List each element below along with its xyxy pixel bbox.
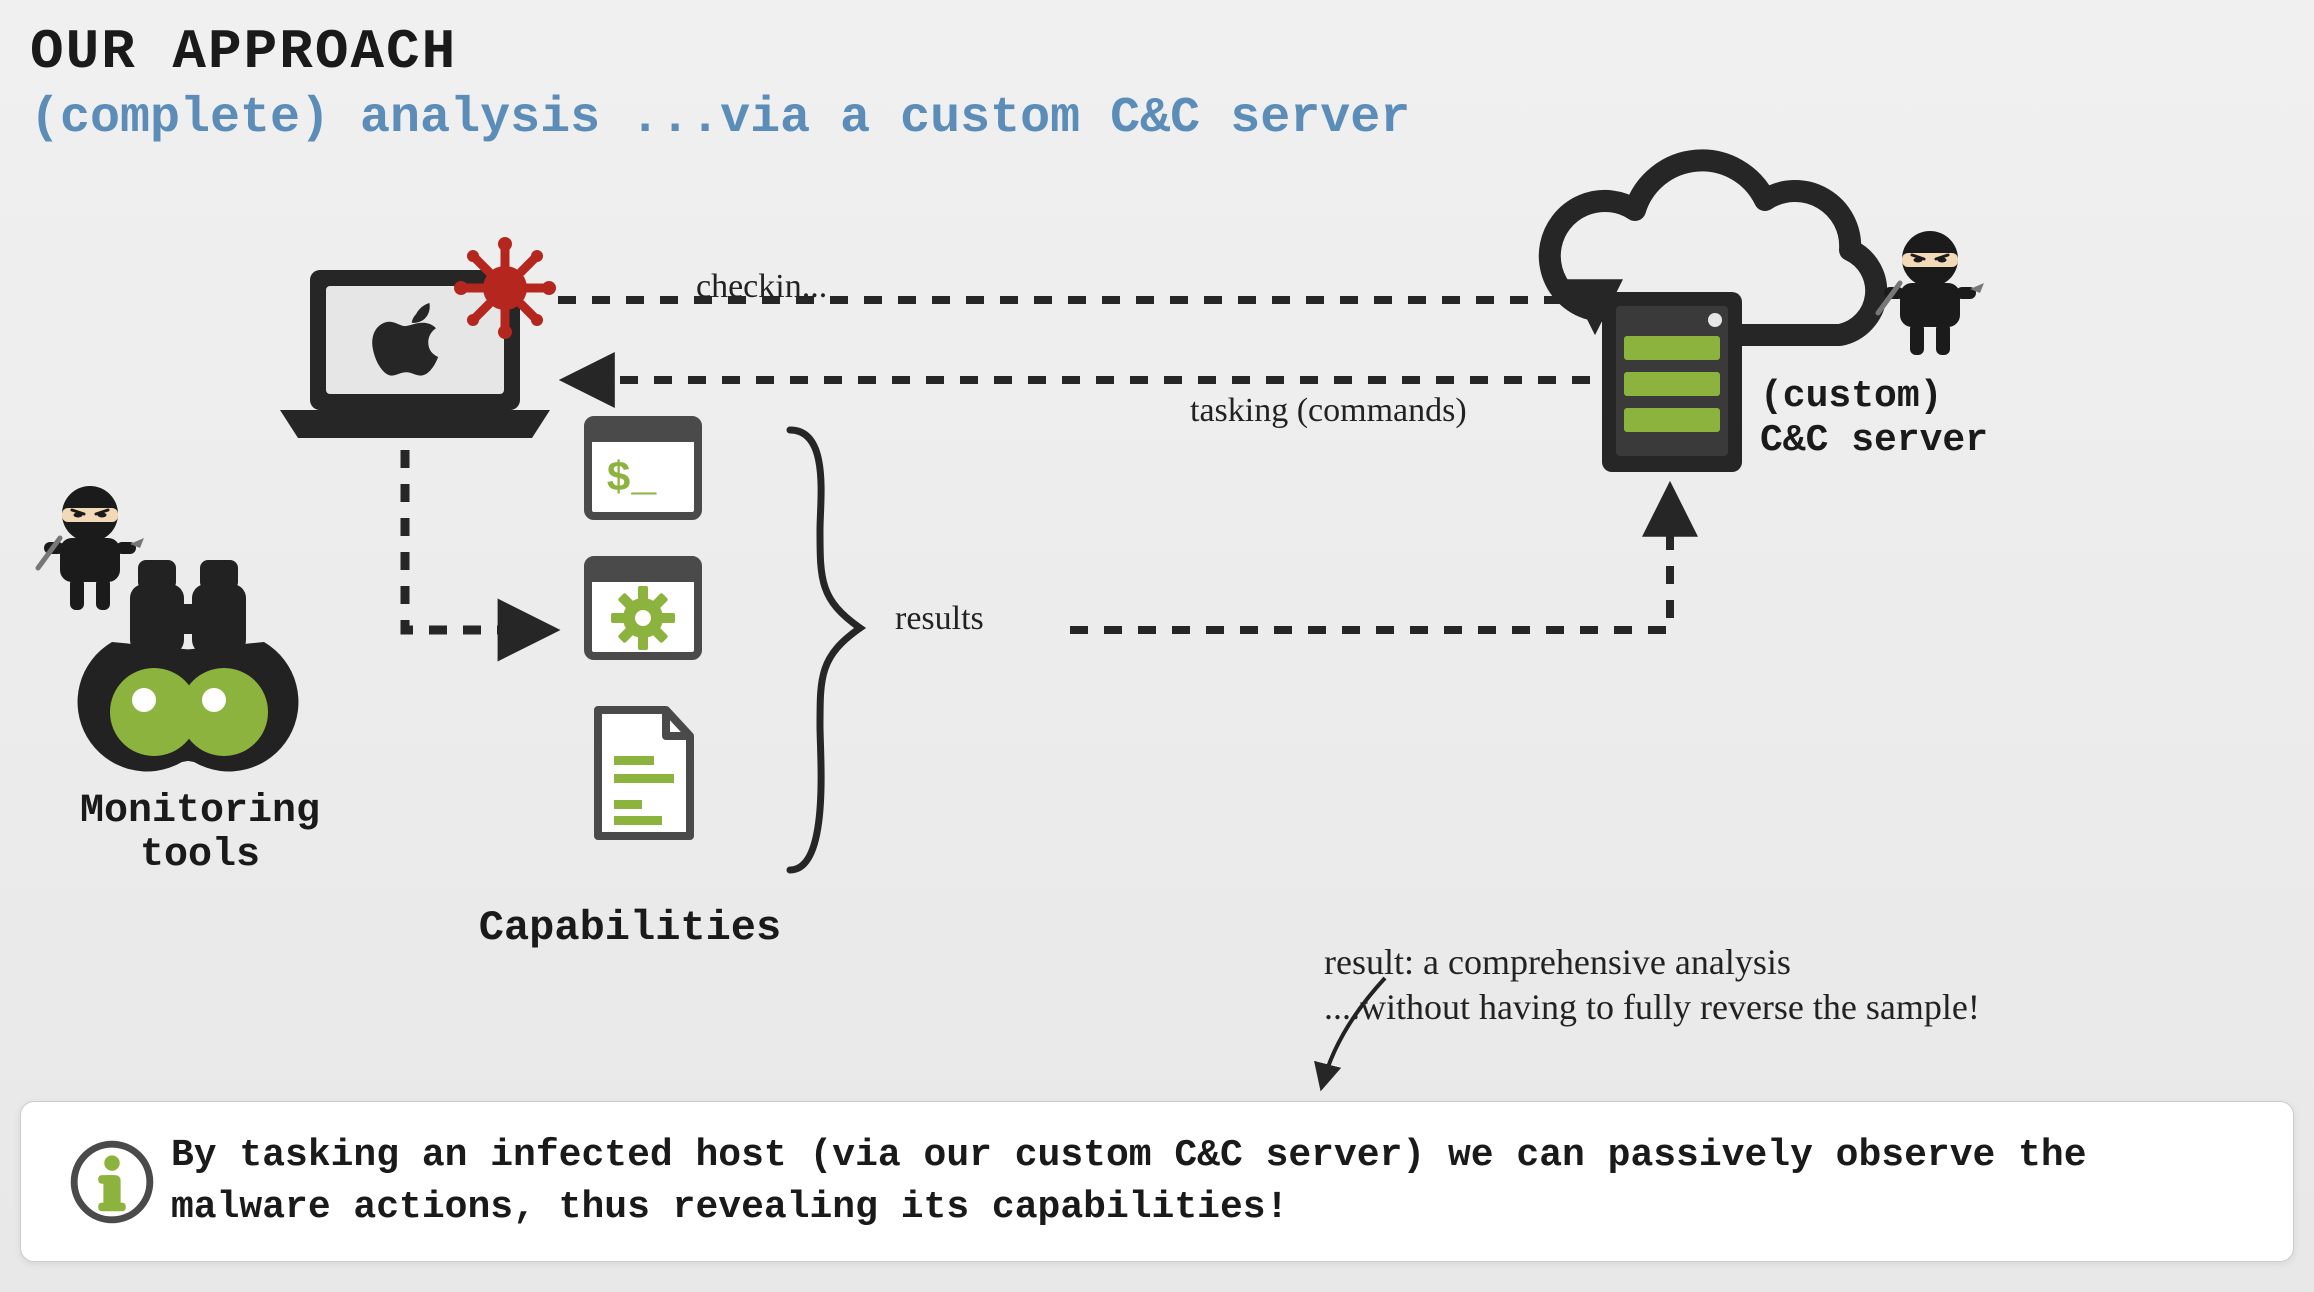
ninja-icon — [30, 480, 150, 620]
svg-text:$_: $_ — [606, 455, 657, 503]
info-callout: By tasking an infected host (via our cus… — [20, 1101, 2294, 1262]
monitoring-tools-label: Monitoring tools — [20, 790, 380, 878]
page-subtitle: (complete) analysis ...via a custom C&C … — [30, 90, 1410, 147]
virus-icon — [454, 237, 556, 339]
terminal-window-icon: $_ — [588, 420, 698, 516]
page-title: OUR APPROACH — [30, 20, 457, 84]
cc-server-label: (custom) C&C server — [1760, 375, 2190, 462]
capabilities-label: Capabilities — [420, 905, 840, 951]
info-text: By tasking an infected host (via our cus… — [171, 1134, 2087, 1228]
checkin-label: checkin... — [696, 268, 827, 306]
tasking-label: tasking (commands) — [1190, 392, 1467, 430]
result-note: result: a comprehensive analysis....with… — [1324, 940, 2274, 1030]
diagram-canvas: $_ — [0, 0, 2314, 1292]
cloud-icon — [1550, 160, 1876, 335]
brace-icon — [790, 430, 860, 870]
results-label: results — [895, 600, 984, 638]
arrow-laptop-to-caps — [405, 450, 548, 630]
arrow-results — [1070, 492, 1670, 630]
info-icon — [69, 1139, 155, 1225]
document-icon — [598, 710, 690, 836]
server-icon — [1602, 292, 1742, 472]
laptop-icon — [280, 270, 550, 438]
ninja-icon — [1870, 225, 1990, 365]
gear-window-icon — [588, 560, 698, 656]
